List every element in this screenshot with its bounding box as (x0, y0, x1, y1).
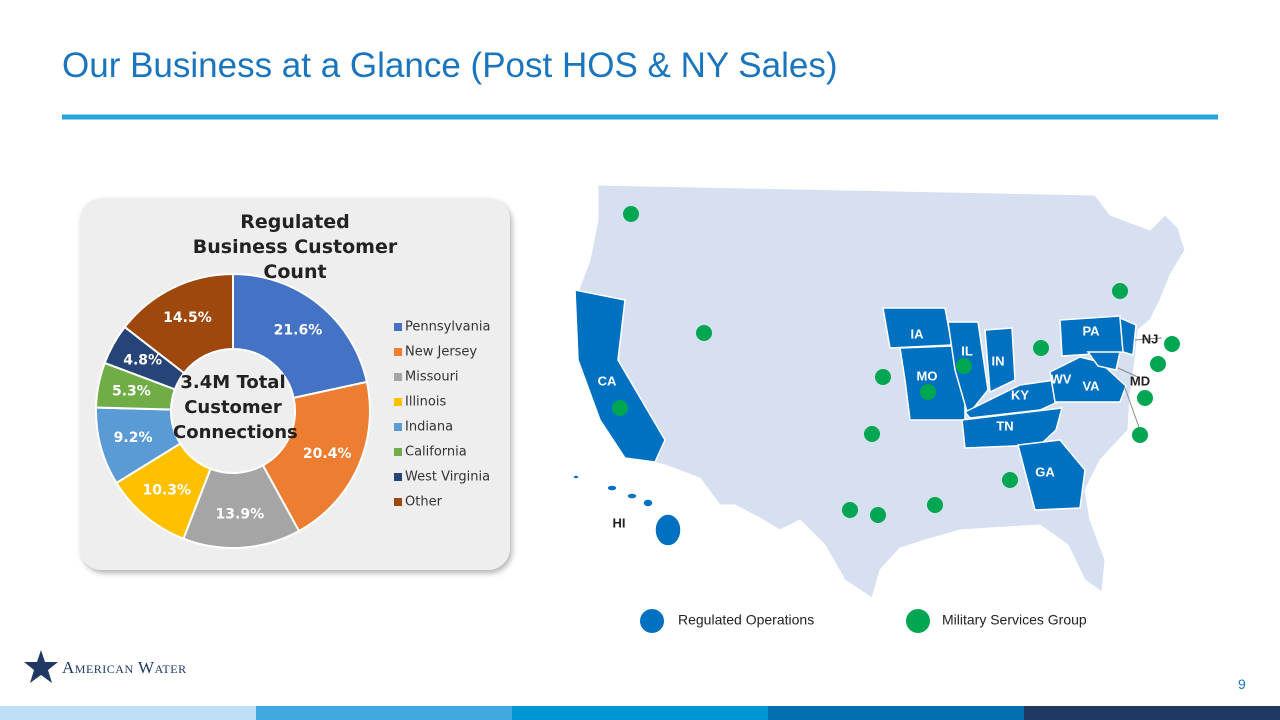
legend-swatch (394, 323, 402, 331)
state-label: PA (1082, 323, 1100, 338)
state-label: GA (1035, 464, 1055, 479)
state-label: IL (961, 343, 973, 358)
state-label: IA (911, 326, 925, 341)
legend-label: Other (405, 495, 443, 510)
footer-bar (0, 706, 256, 720)
military-dots (612, 206, 1180, 523)
legend-swatch (394, 348, 402, 356)
chart-title: Regulated Business Customer Count (192, 211, 398, 283)
legend-label: Indiana (405, 420, 453, 435)
footer-bar (512, 706, 768, 720)
us-map (572, 184, 1186, 633)
legend-label: Illinois (405, 395, 446, 410)
state-label: MD (1130, 373, 1150, 388)
legend-label: California (405, 445, 467, 460)
logo-star (24, 650, 58, 683)
state-label: IN (992, 353, 1005, 368)
legend-swatch (906, 609, 930, 633)
data-label: 21.6% (274, 322, 323, 338)
leader-line (1124, 387, 1141, 431)
data-label: 10.3% (142, 483, 191, 499)
logo-text: American Water (62, 658, 187, 677)
legend-label: Regulated Operations (678, 612, 814, 628)
legend-swatch (394, 448, 402, 456)
legend-swatch (394, 473, 402, 481)
footer-bar (256, 706, 512, 720)
state-label: CA (598, 373, 617, 388)
donut-slice (232, 272, 369, 400)
state-label: TN (996, 418, 1013, 433)
slide-title: Our Business at a Glance (Post HOS & NY … (62, 46, 838, 85)
state-label: MO (917, 368, 938, 383)
data-label: 5.3% (112, 383, 151, 399)
footer-bar (1024, 706, 1280, 720)
legend-label: New Jersey (405, 345, 477, 360)
donut-slice (123, 272, 234, 375)
data-label: 4.8% (123, 353, 162, 369)
state-label: WV (1051, 371, 1072, 386)
legend-swatch (640, 609, 664, 633)
state-label: HI (613, 515, 626, 530)
legend-label: Military Services Group (942, 612, 1087, 628)
page-number: 9 (1238, 676, 1246, 692)
donut-slice (261, 380, 371, 533)
legend-swatch (394, 498, 402, 506)
footer-bar (768, 706, 1024, 720)
leader-line (1134, 337, 1163, 341)
data-label: 13.9% (216, 506, 265, 522)
legend-swatch (394, 423, 402, 431)
state-label: NJ (1142, 331, 1159, 346)
center-label: 3.4M Total Customer Connections (173, 372, 298, 443)
legend-swatch (394, 373, 402, 381)
leader-line (1117, 367, 1141, 379)
data-label: 9.2% (114, 430, 153, 446)
data-label: 14.5% (163, 310, 212, 326)
state-label: VA (1082, 378, 1100, 393)
data-label: 20.4% (303, 446, 352, 462)
legend-label: West Virginia (405, 470, 490, 485)
legend-label: Pennsylvania (405, 320, 490, 335)
state-label: KY (1011, 387, 1029, 402)
legend-swatch (394, 398, 402, 406)
legend-label: Missouri (405, 370, 459, 385)
